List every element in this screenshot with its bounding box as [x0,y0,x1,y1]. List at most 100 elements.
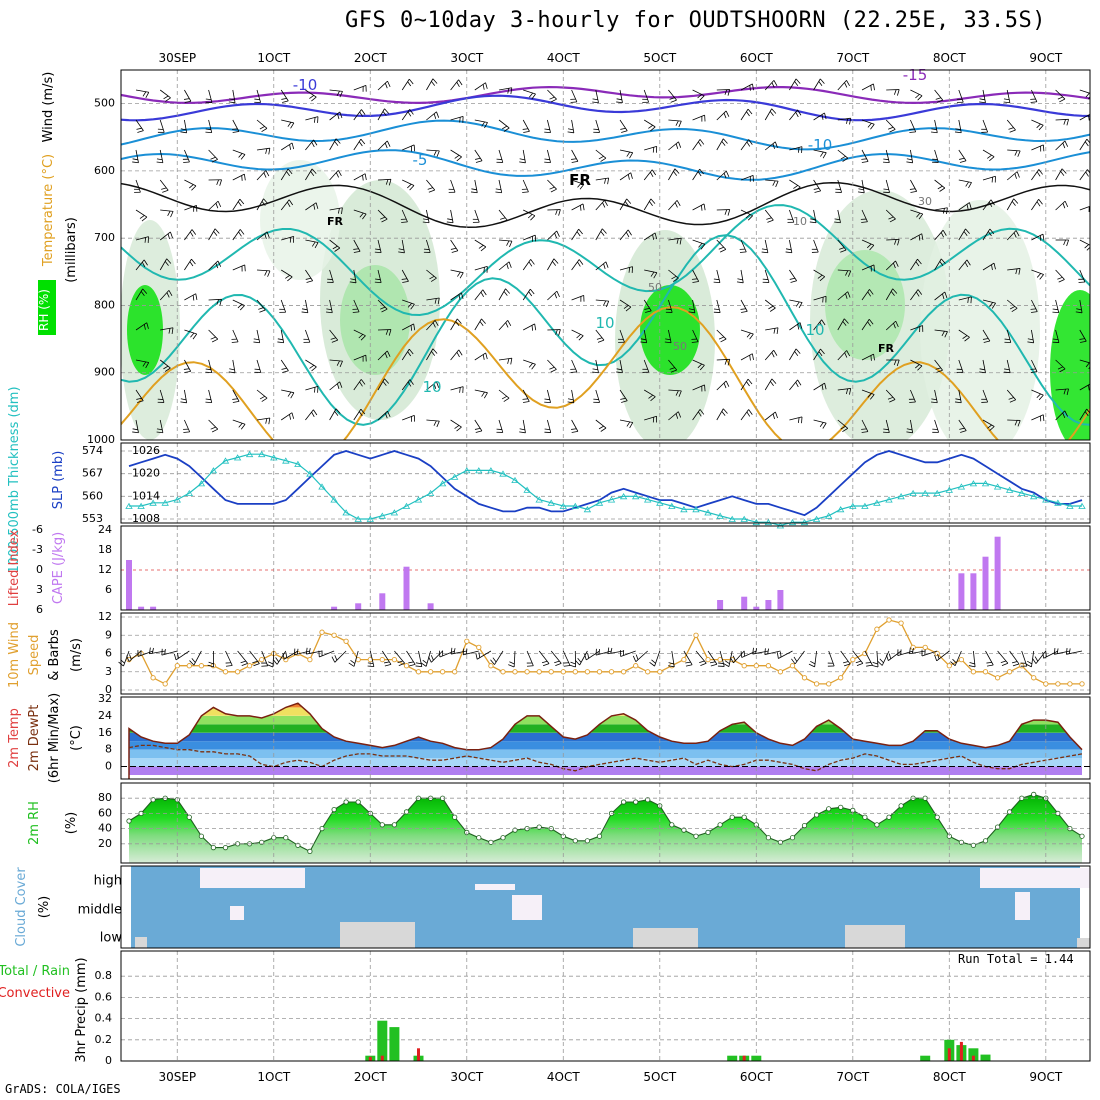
contour-label: 50 [648,281,662,294]
wind-barb [954,389,962,404]
wind-barb [668,237,682,245]
tick-label: 6 [105,647,112,660]
wind-speed-point [427,669,434,675]
tick-label: 567 [82,467,103,480]
wind-barb [909,179,918,193]
thickness-point [993,483,1002,490]
wind-barb [474,419,483,433]
wind-barb [1030,359,1038,373]
cape-bar [717,600,724,610]
axis-label: Lifted Index [7,529,22,606]
wind-barb [982,262,996,271]
rh-point [898,803,904,809]
date-label-top: 3OCT [450,51,483,65]
wind-barb [644,269,658,279]
wind-barb [448,179,456,193]
wind-barb-10m [272,650,287,665]
wind-barb [135,288,148,301]
thickness-point [294,460,302,467]
wind-speed-point [403,663,410,669]
rh-shading [810,190,950,440]
axis-label: 2m Temp [7,708,22,768]
thickness-point [221,457,230,464]
wind-speed-point [452,669,458,675]
wind-barb [1006,171,1020,181]
wind-barb [547,258,559,271]
wind-barb [182,149,190,163]
tick-label: 24 [98,523,112,536]
wind-barb [885,260,899,271]
thickness-point [1066,502,1074,509]
wind-barb [813,295,827,303]
wind-barb-10m [149,647,166,655]
wind-barb [834,209,841,224]
wind-barb [616,359,623,374]
wind-barb [474,389,488,399]
axis-label: & Barbs [47,629,62,681]
wind-speed-point [186,663,192,669]
wind-barb [280,89,289,103]
wind-barb [547,209,561,216]
wind-barb [1007,268,1021,275]
wind-barb [377,178,392,186]
wind-barb [446,209,454,224]
wind-barb [837,388,852,395]
thickness-point [607,496,616,503]
wind-barb [402,323,416,331]
contour-label: 30 [918,195,932,208]
wind-barb [764,209,774,223]
rh-point [584,838,591,844]
cape-bar [982,556,989,610]
wind-barb [1006,119,1016,133]
wind-barb [254,359,262,373]
wind-speed-point [681,656,687,663]
wind-barb [619,266,633,273]
wind-barb [861,318,874,331]
wind-barb [958,202,972,211]
wind-barb [813,382,827,391]
wind-barb [132,149,139,164]
wind-barb [305,202,319,211]
tick-label: 0.2 [95,1033,113,1046]
wind-speed-point [319,629,325,635]
precip-convective-bar [947,1048,951,1061]
wind-barb [205,89,213,103]
wind-barb [716,138,728,151]
date-label-bottom: 8OCT [933,1070,966,1084]
wind-barb [910,209,924,220]
wind-barb [906,419,914,434]
wind-barb [135,389,144,403]
wind-barb [305,359,317,372]
wind-barb-10m [450,647,467,655]
tick-label: 9 [105,628,112,641]
precip-total-bar [920,1055,931,1061]
wind-barb [159,89,171,102]
thickness-point [933,489,941,496]
thickness-point [161,499,169,506]
wind-barb [426,348,438,361]
wind-barb [571,203,585,211]
wind-barb [1055,239,1069,247]
wind-speed-point [958,656,965,663]
wind-barb [740,174,754,182]
wind-barb [159,359,171,372]
axis-label: 3hr Precip (mm) [74,957,89,1062]
tick-label: 574 [82,444,103,457]
wind-barb [496,149,504,163]
wind-barb [716,170,730,181]
wind-barb [739,239,747,253]
wind-barb [377,299,388,313]
tick-label: -3 [32,543,43,556]
wind-barb [180,389,188,404]
wind-barb [837,318,849,331]
wind-barb [547,329,561,336]
contour-label: -15 [903,66,928,84]
wind-barb [1006,230,1020,241]
wind-barb [544,119,551,134]
wind-barb-10m [1009,650,1020,667]
wind-barb [547,230,560,241]
wind-barb [349,269,357,284]
cloud-low [633,928,698,948]
wind-barb-10m [840,650,851,667]
wind-speed-point [572,669,578,675]
